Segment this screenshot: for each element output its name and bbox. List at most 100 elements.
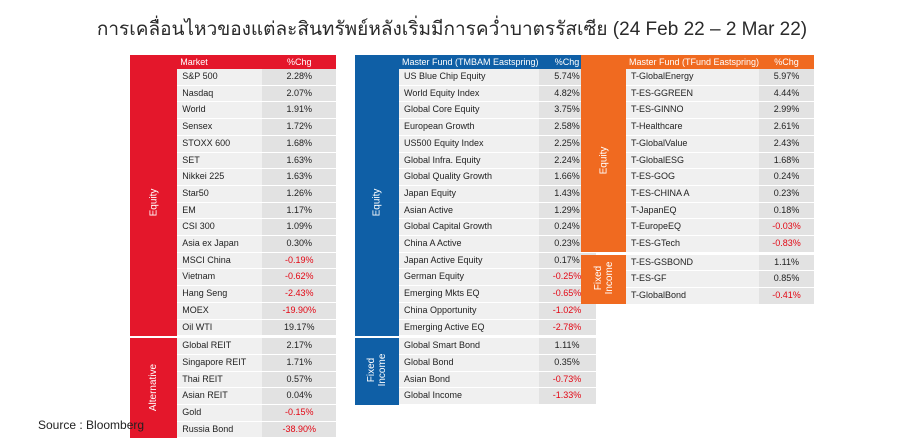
percent-change: 0.30% bbox=[262, 235, 337, 253]
asset-name: China A Active bbox=[399, 235, 539, 253]
percent-change: -1.33% bbox=[538, 387, 596, 406]
percent-change: 2.17% bbox=[262, 338, 337, 355]
table-row: T-ES-GGREEN 4.44% bbox=[581, 85, 815, 103]
asset-name: Emerging Mkts EQ bbox=[399, 285, 539, 303]
percent-change: 5.97% bbox=[759, 69, 815, 86]
percent-change: -0.19% bbox=[262, 252, 337, 270]
table-row: CSI 300 1.09% bbox=[130, 218, 337, 237]
asset-name: German Equity bbox=[399, 268, 539, 287]
percent-change: -38.90% bbox=[262, 421, 337, 439]
percent-change: 0.35% bbox=[538, 354, 596, 372]
category-label-cell: Alternative bbox=[130, 338, 178, 438]
asset-name: T-ES-GOG bbox=[626, 168, 760, 186]
header-spacer bbox=[130, 55, 178, 69]
percent-change: 2.07% bbox=[262, 85, 337, 103]
asset-name: SET bbox=[177, 152, 263, 170]
asset-name: T-ES-CHINA A bbox=[626, 185, 760, 203]
asset-name: Global Core Equity bbox=[399, 101, 539, 120]
percent-change: 2.99% bbox=[759, 101, 815, 120]
table-row: China Opportunity -1.02% bbox=[355, 302, 596, 320]
category-label: Alternative bbox=[148, 364, 160, 412]
percent-change: -2.43% bbox=[262, 285, 337, 303]
percent-change: 0.04% bbox=[262, 387, 337, 406]
header-name: Market bbox=[177, 55, 263, 69]
asset-name: Gold bbox=[177, 404, 263, 422]
table-row: Asia ex Japan 0.30% bbox=[130, 235, 337, 253]
asset-name: T-JapanEQ bbox=[626, 202, 760, 220]
percent-change: -0.83% bbox=[759, 235, 815, 253]
percent-change: 2.61% bbox=[759, 118, 815, 136]
category-label: Equity bbox=[371, 188, 383, 216]
table-row: Fixed Income Global Smart Bond 1.11% bbox=[355, 338, 596, 405]
asset-name: CSI 300 bbox=[177, 218, 263, 237]
asset-name: T-Healthcare bbox=[626, 118, 760, 136]
percent-change: 1.63% bbox=[262, 168, 337, 186]
asset-name: Star50 bbox=[177, 185, 263, 203]
asset-name: Thai REIT bbox=[177, 371, 263, 389]
source-note: Source : Bloomberg bbox=[38, 418, 145, 432]
table-row: T-ES-CHINA A 0.23% bbox=[581, 185, 815, 203]
table-row: Equity US Blue Chip Equity 5.74% bbox=[355, 69, 596, 336]
table-row: T-GlobalValue 2.43% bbox=[581, 135, 815, 153]
category-label-cell: Equity bbox=[355, 69, 399, 336]
percent-change: 1.26% bbox=[262, 185, 337, 203]
asset-name: World bbox=[177, 101, 263, 120]
asset-name: Global REIT bbox=[177, 338, 263, 355]
table-row: Asian REIT 0.04% bbox=[130, 387, 337, 406]
category-label: Fixed Income bbox=[366, 353, 388, 387]
asset-name: Nasdaq bbox=[177, 85, 263, 103]
percent-change: 0.57% bbox=[262, 371, 337, 389]
asset-name: T-EuropeEQ bbox=[626, 218, 760, 237]
percent-change: -0.62% bbox=[262, 268, 337, 287]
header-name: Master Fund (TMBAM Eastspring) bbox=[399, 55, 539, 69]
asset-name: T-ES-GSBOND bbox=[626, 254, 760, 272]
percent-change: -0.15% bbox=[262, 404, 337, 422]
asset-name: Global Infra. Equity bbox=[399, 152, 539, 170]
table-row: World 1.91% bbox=[130, 101, 337, 120]
category-label: Fixed Income bbox=[592, 261, 615, 295]
asset-name: US Blue Chip Equity bbox=[399, 69, 539, 86]
table-row: Russia Bond -38.90% bbox=[130, 421, 337, 439]
asset-name: Vietnam bbox=[177, 268, 263, 287]
asset-name: S&P 500 bbox=[177, 69, 263, 86]
table-row: Equity T-GlobalEnergy 5.97% bbox=[581, 69, 815, 253]
header-spacer bbox=[581, 55, 626, 69]
percent-change: -0.41% bbox=[759, 287, 815, 305]
percent-change: 1.91% bbox=[262, 101, 337, 120]
asset-name: Nikkei 225 bbox=[177, 168, 263, 186]
asset-name: MOEX bbox=[177, 302, 263, 320]
tfund-master-fund-table: Master Fund (TFund Eastspring) %Chg Equity… bbox=[581, 55, 815, 305]
asset-name: US500 Equity Index bbox=[399, 135, 539, 153]
asset-name: Global Quality Growth bbox=[399, 168, 539, 186]
category-label-cell: Fixed Income bbox=[355, 338, 399, 405]
asset-name: MSCI China bbox=[177, 252, 263, 270]
table-row: Emerging Active EQ -2.78% bbox=[355, 319, 596, 337]
percent-change: 19.17% bbox=[262, 319, 337, 337]
table-row: T-ES-GOG 0.24% bbox=[581, 168, 815, 186]
percent-change: 1.11% bbox=[759, 254, 815, 272]
asset-name: T-GlobalBond bbox=[626, 287, 760, 305]
percent-change: 1.71% bbox=[262, 354, 337, 372]
table-row: T-GlobalBond -0.41% bbox=[581, 287, 815, 305]
table-row: T-JapanEQ 0.18% bbox=[581, 202, 815, 220]
asset-name: Emerging Active EQ bbox=[399, 319, 539, 337]
table-row: Nasdaq 2.07% bbox=[130, 85, 337, 103]
table-row: EM 1.17% bbox=[130, 202, 337, 220]
asset-name: EM bbox=[177, 202, 263, 220]
table-row: Singapore REIT 1.71% bbox=[130, 354, 337, 372]
tmbam-master-fund-table: Master Fund (TMBAM Eastspring) %Chg Equity… bbox=[355, 55, 596, 406]
table-header: Master Fund (TMBAM Eastspring) %Chg bbox=[355, 55, 596, 69]
page-title: การเคลื่อนไหวของแต่ละสินทรัพย์หลังเริ่มม… bbox=[96, 19, 808, 40]
table-row: Sensex 1.72% bbox=[130, 118, 337, 136]
table-row: Equity S&P 500 2.28% bbox=[130, 69, 337, 336]
table-row: T-Healthcare 2.61% bbox=[581, 118, 815, 136]
asset-name: Singapore REIT bbox=[177, 354, 263, 372]
table-row: Thai REIT 0.57% bbox=[130, 371, 337, 389]
asset-name: Asian Active bbox=[399, 202, 539, 220]
header-spacer bbox=[355, 55, 399, 69]
percent-change: -0.03% bbox=[759, 218, 815, 237]
asset-name: China Opportunity bbox=[399, 302, 539, 320]
asset-name: Japan Active Equity bbox=[399, 252, 539, 270]
table-row: Hang Seng -2.43% bbox=[130, 285, 337, 303]
table-row: Gold -0.15% bbox=[130, 404, 337, 422]
